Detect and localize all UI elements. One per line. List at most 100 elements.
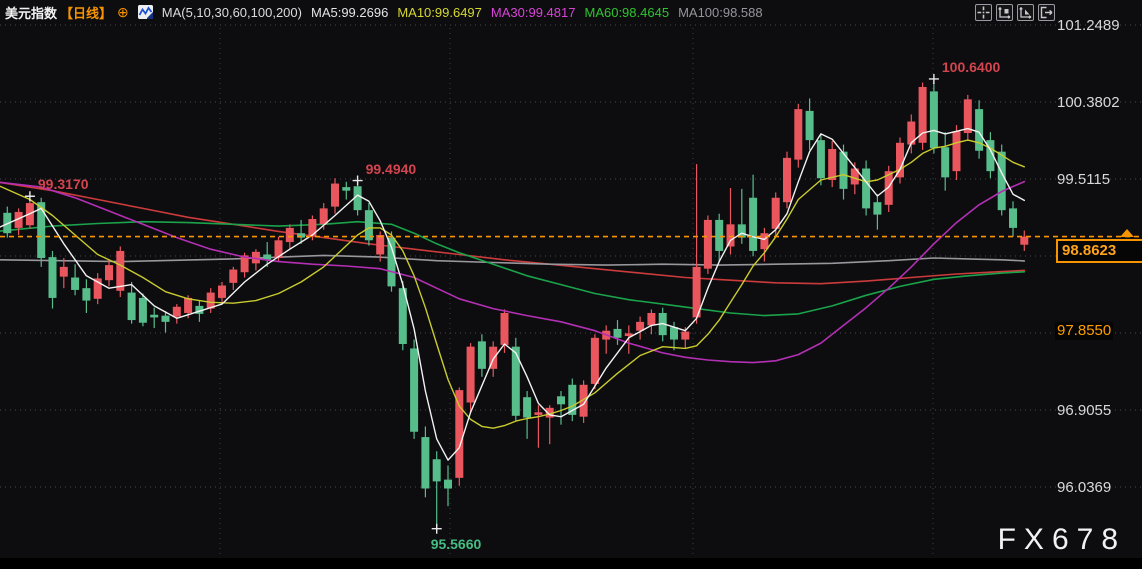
candle-body: [421, 437, 430, 489]
axis-price-label: 96.0369: [1057, 478, 1112, 496]
crosshair-icon[interactable]: [975, 4, 992, 21]
high-price-marker: 100.6400: [941, 58, 1001, 75]
candle-body: [37, 202, 46, 259]
candle-body: [251, 251, 260, 264]
candle-body: [613, 328, 622, 338]
candle-body: [986, 140, 995, 172]
candle-body: [579, 384, 588, 417]
candle-body: [444, 479, 452, 489]
timeframe-label[interactable]: 【日线】: [60, 5, 113, 21]
candle-body: [127, 292, 136, 321]
candle-body: [647, 312, 656, 326]
candle-body: [850, 168, 859, 185]
ma30-value: MA30:99.4817: [490, 4, 576, 20]
candle-body: [1009, 208, 1017, 228]
candle-body: [82, 288, 91, 301]
candle-body: [274, 240, 283, 259]
candle-body: [1020, 236, 1029, 245]
extreme-cross-icon: [352, 175, 363, 186]
axis-price-label: 101.2489: [1057, 17, 1120, 34]
candle-body: [760, 233, 769, 250]
candle-body: [477, 341, 486, 369]
axis-price-label: 100.3802: [1057, 94, 1120, 111]
candle-body: [387, 237, 396, 287]
candle-body: [432, 459, 441, 482]
candle-body: [545, 407, 554, 418]
add-indicator-icon[interactable]: ⊕: [117, 3, 129, 20]
candle-body: [500, 312, 509, 345]
ma-line-ma200: [0, 181, 1026, 285]
candle-body: [828, 148, 837, 181]
candle-body: [93, 278, 102, 299]
scale-axis-left-icon[interactable]: [996, 4, 1013, 21]
candle-body: [963, 99, 972, 134]
candle-body: [71, 277, 80, 290]
extreme-cross-icon: [24, 191, 35, 202]
candle-body: [184, 297, 193, 313]
candle-body: [557, 396, 565, 405]
candle-body: [805, 110, 814, 141]
candle-body: [466, 346, 475, 403]
scale-axis-play-icon[interactable]: [1017, 4, 1034, 21]
candle-body: [749, 197, 758, 251]
ma-line-ma10: [0, 139, 1026, 429]
candle-body: [489, 346, 498, 369]
price-up-arrow-icon: [1120, 228, 1134, 237]
candle-body: [240, 255, 249, 273]
candle-body: [918, 86, 927, 143]
candle-body: [952, 131, 961, 172]
candle-body: [195, 305, 204, 314]
candle-body: [975, 109, 984, 151]
extreme-cross-icon: [431, 523, 442, 534]
candle-body: [624, 333, 633, 337]
ma-params-label: MA(5,10,30,60,100,200): [161, 4, 302, 20]
candle-body: [873, 202, 882, 215]
footer-strip: [0, 558, 1142, 569]
candle-body: [590, 337, 599, 384]
chart-style-icon[interactable]: [137, 5, 153, 19]
symbol-name: 美元指数: [5, 5, 58, 21]
candle-body: [862, 168, 871, 209]
candle-body: [161, 315, 170, 322]
candle-body: [737, 224, 746, 238]
extreme-cross-icon: [928, 73, 939, 84]
candle-body: [353, 186, 362, 211]
candle-body: [929, 91, 938, 149]
current-price-badge: 98.8623: [1056, 238, 1142, 263]
candle-body: [206, 292, 215, 309]
candle-body: [263, 254, 272, 260]
candle-body: [172, 306, 181, 317]
candle-body: [455, 390, 464, 478]
candle-body: [703, 219, 712, 269]
ma-line-ma60: [0, 220, 1026, 317]
candle-body: [410, 348, 419, 432]
candle-body: [670, 327, 678, 340]
candle-body: [150, 314, 159, 318]
chart-header: 美元指数 【日线】 ⊕ MA(5,10,30,60,100,200) MA5:9…: [5, 2, 763, 22]
candle-body: [907, 121, 916, 145]
candle-body: [48, 257, 57, 298]
candle-body: [681, 331, 690, 340]
watermark: FX678: [997, 523, 1126, 556]
candle-body: [364, 210, 373, 241]
ma-line-ma100: [0, 254, 1026, 266]
candle-body: [568, 384, 577, 415]
chart-toolbar: [975, 4, 1055, 21]
candle-body: [523, 397, 532, 418]
candle-body: [229, 269, 238, 283]
candle-body: [138, 297, 147, 323]
candle-body: [14, 211, 23, 228]
candle-body: [342, 187, 351, 191]
high-price-marker: 99.3170: [37, 176, 89, 193]
candle-body: [794, 109, 803, 160]
axis-price-label: 99.5115: [1057, 171, 1111, 188]
exit-chart-icon[interactable]: [1038, 4, 1055, 21]
candle-body: [726, 224, 735, 247]
ma-line-ma30: [0, 180, 1026, 364]
candle-body: [319, 208, 328, 225]
candle-body: [398, 288, 407, 345]
candle-body: [105, 265, 113, 281]
candle-body: [285, 227, 294, 243]
